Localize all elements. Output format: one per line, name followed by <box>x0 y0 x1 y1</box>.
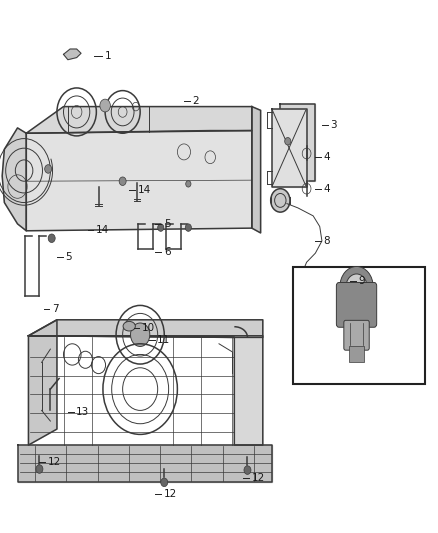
Circle shape <box>340 266 373 307</box>
Text: 5: 5 <box>164 219 170 229</box>
Polygon shape <box>64 49 81 60</box>
Circle shape <box>298 272 304 279</box>
Circle shape <box>186 181 191 187</box>
Text: 9: 9 <box>359 277 365 286</box>
Polygon shape <box>18 445 272 482</box>
Polygon shape <box>26 107 252 133</box>
Polygon shape <box>28 336 263 445</box>
FancyBboxPatch shape <box>344 320 369 350</box>
Ellipse shape <box>123 321 135 331</box>
Circle shape <box>119 177 126 185</box>
Text: 12: 12 <box>251 473 265 483</box>
Circle shape <box>285 138 291 145</box>
Text: 11: 11 <box>157 335 170 345</box>
Polygon shape <box>26 131 252 231</box>
Text: 8: 8 <box>324 236 330 246</box>
Circle shape <box>158 224 164 231</box>
Text: 14: 14 <box>96 225 109 235</box>
Bar <box>349 346 364 362</box>
Polygon shape <box>280 104 315 181</box>
Polygon shape <box>28 320 57 445</box>
Text: 1: 1 <box>105 51 111 61</box>
Text: 5: 5 <box>65 252 72 262</box>
Circle shape <box>131 323 150 346</box>
Text: 4: 4 <box>324 184 330 194</box>
Circle shape <box>271 189 290 212</box>
Circle shape <box>161 478 168 487</box>
Circle shape <box>185 224 191 231</box>
Text: 14: 14 <box>138 185 151 195</box>
Circle shape <box>48 234 55 243</box>
Text: 12: 12 <box>164 489 177 499</box>
Polygon shape <box>252 107 261 233</box>
Text: 12: 12 <box>48 457 61 467</box>
Polygon shape <box>28 320 263 337</box>
Text: 6: 6 <box>164 247 170 257</box>
Text: 10: 10 <box>142 324 155 333</box>
Text: 13: 13 <box>76 407 89 417</box>
Text: 2: 2 <box>192 96 199 106</box>
Text: 7: 7 <box>52 304 59 314</box>
Polygon shape <box>2 128 26 231</box>
Circle shape <box>36 465 43 473</box>
Circle shape <box>244 466 251 474</box>
FancyBboxPatch shape <box>336 282 377 327</box>
Circle shape <box>346 274 367 300</box>
Text: 3: 3 <box>330 120 337 130</box>
Polygon shape <box>272 109 307 187</box>
Text: 4: 4 <box>324 152 330 162</box>
Circle shape <box>100 99 110 112</box>
Circle shape <box>45 165 52 173</box>
Bar <box>293 266 425 384</box>
